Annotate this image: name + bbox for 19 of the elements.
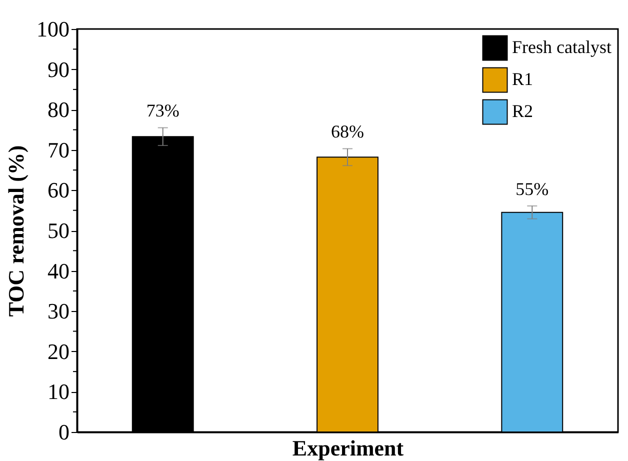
legend-label: Fresh catalyst: [512, 37, 612, 57]
y-tick-label: 50: [48, 218, 70, 243]
y-tick-label: 40: [48, 258, 70, 284]
data-label: 55%: [516, 178, 549, 199]
y-tick-label: 0: [58, 420, 70, 444]
y-tick-label: 70: [48, 137, 70, 162]
y-tick-label: 80: [48, 97, 70, 122]
y-tick-label: 20: [48, 338, 70, 364]
legend-label: R2: [512, 101, 534, 121]
y-tick-label: 100: [36, 16, 70, 42]
legend-label: R1: [512, 69, 534, 89]
y-tick-label: 30: [48, 298, 70, 324]
y-axis-title: TOC removal (%): [4, 145, 28, 317]
data-label: 73%: [146, 100, 180, 121]
x-axis-title: Experiment: [292, 436, 404, 460]
data-label: 68%: [331, 122, 364, 142]
y-tick-label: 10: [48, 379, 70, 404]
y-tick-label: 60: [48, 178, 70, 203]
y-tick-label: 90: [48, 56, 70, 82]
